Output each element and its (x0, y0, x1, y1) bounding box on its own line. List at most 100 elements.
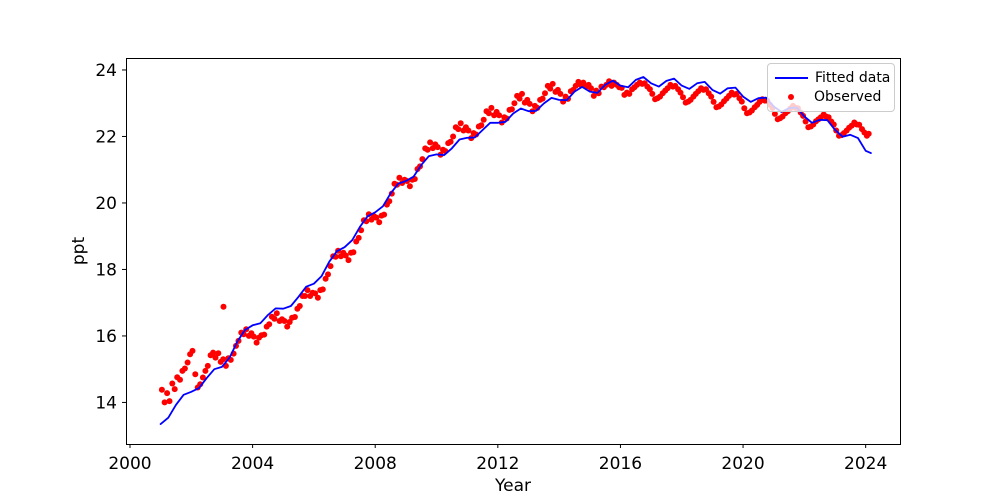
observed-point (542, 90, 548, 97)
observed-point (220, 303, 227, 310)
observed-point (825, 114, 832, 121)
observed-point (284, 323, 291, 330)
observed-point (212, 354, 219, 361)
y-tick-label: 22 (95, 127, 117, 147)
observed-point (322, 275, 329, 282)
observed-point (302, 293, 308, 299)
observed-point (626, 90, 633, 97)
observed-point (590, 92, 597, 99)
plot-border (126, 58, 901, 445)
observed-point (325, 271, 331, 278)
observed-point (215, 350, 222, 357)
observed-point (350, 249, 357, 256)
observed-point (273, 310, 280, 317)
legend-dot-sample (788, 94, 794, 101)
observed-points (158, 78, 872, 406)
observed-point (381, 211, 388, 218)
observed-point (447, 138, 454, 145)
observed-point (434, 144, 441, 151)
observed-point (516, 95, 523, 102)
observed-point (519, 90, 525, 97)
observed-point (741, 105, 748, 112)
y-tick-label: 20 (95, 194, 117, 214)
observed-point (271, 315, 278, 322)
observed-point (771, 110, 778, 117)
x-tick-label: 2016 (599, 454, 642, 474)
observed-point (319, 286, 326, 293)
observed-point (526, 100, 533, 107)
legend-item-observed: Observed (775, 88, 894, 107)
y-axis-label: ppt (69, 236, 89, 266)
legend-item-fitted: Fitted data (775, 68, 894, 87)
observed-point (733, 90, 740, 97)
observed-point (342, 252, 349, 259)
observed-point (250, 333, 257, 340)
y-tick-label: 18 (95, 260, 117, 280)
observed-point (738, 98, 745, 105)
observed-point (166, 398, 173, 405)
observed-point (261, 331, 268, 338)
observed-point (204, 362, 211, 369)
observed-point (327, 263, 334, 270)
observed-point (220, 356, 227, 363)
y-tick-label: 24 (95, 61, 117, 81)
observed-point (478, 122, 485, 129)
observed-point (549, 80, 556, 87)
observed-point (169, 380, 176, 387)
observed-point (210, 349, 217, 356)
x-tick-label: 2012 (476, 454, 519, 474)
observed-point (547, 85, 554, 92)
observed-point (646, 86, 653, 93)
observed-point (588, 85, 594, 92)
observed-point (557, 90, 564, 97)
observed-point (192, 371, 199, 378)
observed-point (708, 93, 715, 100)
observed-point (199, 374, 206, 381)
observed-point (455, 126, 462, 133)
observed-point (508, 106, 515, 113)
observed-point (496, 112, 503, 119)
legend-line-sample (775, 76, 808, 79)
observed-point (680, 94, 686, 101)
x-tick-label: 2004 (231, 454, 274, 474)
observed-point (202, 367, 209, 374)
observed-point (480, 116, 487, 123)
observed-point (184, 359, 191, 366)
observed-point (488, 104, 495, 111)
observed-point (291, 314, 298, 320)
observed-point (253, 339, 260, 346)
observed-point (171, 386, 178, 393)
fitted-line (159, 76, 872, 426)
observed-point (355, 234, 362, 241)
observed-point (314, 294, 321, 301)
observed-point (465, 127, 472, 134)
observed-point (177, 376, 183, 383)
observed-point (856, 121, 863, 128)
x-tick-label: 2000 (108, 454, 151, 474)
observed-point (181, 365, 188, 372)
x-axis-label: Year (495, 476, 531, 496)
observed-point (450, 133, 457, 140)
observed-point (539, 95, 546, 102)
observed-point (595, 90, 602, 97)
observed-point (164, 390, 171, 397)
observed-point (373, 214, 380, 221)
x-tick-label: 2008 (354, 454, 397, 474)
observed-point (802, 118, 809, 125)
observed-point (296, 303, 303, 309)
y-tick-label: 14 (95, 393, 117, 413)
x-tick-label: 2020 (721, 454, 764, 474)
observed-point (396, 174, 403, 181)
observed-point (345, 257, 352, 264)
observed-point (649, 90, 656, 97)
observed-point (376, 219, 383, 226)
observed-point (266, 321, 273, 328)
observed-point (406, 183, 413, 190)
observed-point (677, 89, 684, 96)
legend-label-observed: Observed (814, 89, 882, 106)
observed-point (485, 110, 492, 117)
observed-point (865, 130, 872, 137)
observed-point (281, 318, 288, 324)
observed-point (424, 146, 431, 153)
